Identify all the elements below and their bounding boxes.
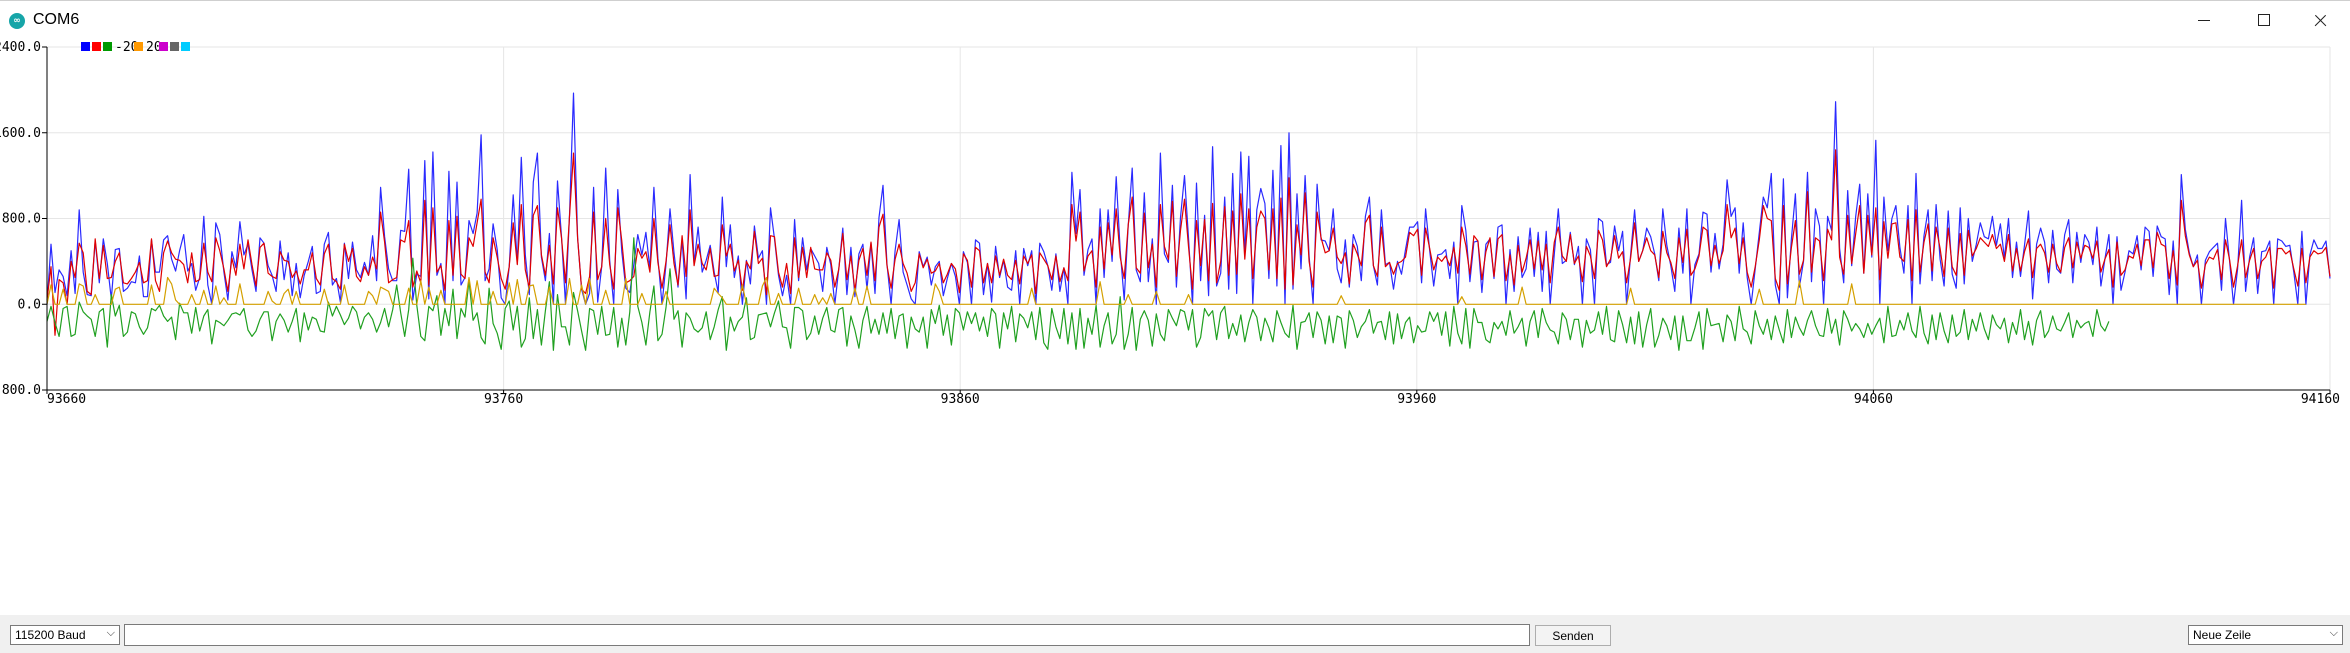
y-tick-label: 2400.0 <box>0 40 41 55</box>
legend-label: 20 <box>146 40 162 55</box>
legend-swatch <box>170 42 179 51</box>
y-tick-label: -800.0 <box>0 383 41 398</box>
legend-label: -20 <box>115 40 138 55</box>
send-button[interactable]: Senden <box>1535 625 1611 646</box>
x-tick-label: 94060 <box>1854 392 1893 407</box>
x-tick-label: 94160 <box>2301 392 2340 407</box>
legend-swatch <box>134 42 143 51</box>
line-ending-select[interactable]: Neue Zeile ⌵ <box>2188 625 2343 645</box>
x-tick-label: 93660 <box>47 392 86 407</box>
legend-swatch <box>181 42 190 51</box>
legend-swatch <box>103 42 112 51</box>
series-line <box>46 237 2110 351</box>
close-button[interactable] <box>2296 1 2344 39</box>
message-input[interactable] <box>124 624 1530 646</box>
chevron-down-icon: ⌵ <box>106 627 115 639</box>
legend-swatch <box>92 42 101 51</box>
minimize-button[interactable] <box>2180 1 2228 39</box>
bottom-toolbar: 115200 Baud ⌵ Senden Neue Zeile ⌵ <box>0 615 2350 653</box>
plot-background <box>0 38 2350 615</box>
arduino-logo-icon: ∞ <box>9 13 25 29</box>
plot-lines <box>46 92 2331 351</box>
series-line <box>46 276 2306 305</box>
y-tick-label: 1600.0 <box>0 126 41 141</box>
serial-plot: -800.0 0.0 800.0 1600.0 2400.0 93660 93760 9386… <box>0 38 2350 615</box>
x-tick-label: 93760 <box>484 392 523 407</box>
baud-rate-value: 115200 Baud <box>15 628 86 642</box>
x-tick-label: 93960 <box>1397 392 1436 407</box>
y-tick-label: 0.0 <box>18 297 41 312</box>
title-bar: ∞ COM6 <box>0 0 2350 38</box>
baud-rate-select[interactable]: 115200 Baud ⌵ <box>10 625 120 645</box>
legend: -20 20 <box>81 40 190 55</box>
y-tick-label: 800.0 <box>2 212 41 227</box>
legend-swatch <box>159 42 168 51</box>
window-title: COM6 <box>33 11 80 28</box>
series-line <box>46 149 2331 336</box>
chevron-down-icon: ⌵ <box>2329 627 2338 639</box>
x-tick-label: 93860 <box>941 392 980 407</box>
line-ending-value: Neue Zeile <box>2193 628 2252 642</box>
plot-axes: -800.0 0.0 800.0 1600.0 2400.0 93660 93760 9386… <box>0 40 2340 407</box>
maximize-button[interactable] <box>2240 1 2288 39</box>
legend-swatch <box>81 42 90 51</box>
